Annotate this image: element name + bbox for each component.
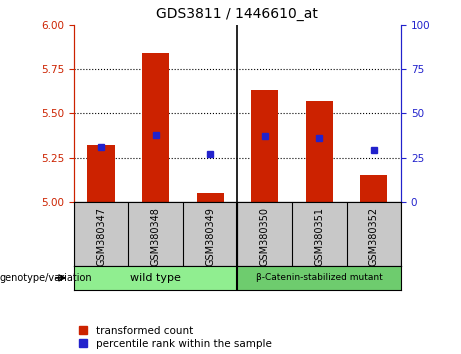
Bar [142,53,169,202]
Text: GSM380352: GSM380352 [369,207,379,266]
Text: β-Catenin-stabilized mutant: β-Catenin-stabilized mutant [256,273,383,282]
Text: GSM380350: GSM380350 [260,207,270,266]
Text: GSM380349: GSM380349 [205,207,215,266]
Title: GDS3811 / 1446610_at: GDS3811 / 1446610_at [156,7,319,21]
Text: wild type: wild type [130,273,181,283]
Bar [237,266,401,290]
Text: GSM380348: GSM380348 [151,207,160,266]
Bar [306,101,333,202]
Text: genotype/variation: genotype/variation [0,273,93,283]
Bar [196,193,224,202]
Text: GSM380347: GSM380347 [96,207,106,266]
Legend: transformed count, percentile rank within the sample: transformed count, percentile rank withi… [79,326,272,349]
Bar [251,90,278,202]
Bar [360,175,387,202]
Bar [88,145,115,202]
Text: GSM380351: GSM380351 [314,207,324,266]
